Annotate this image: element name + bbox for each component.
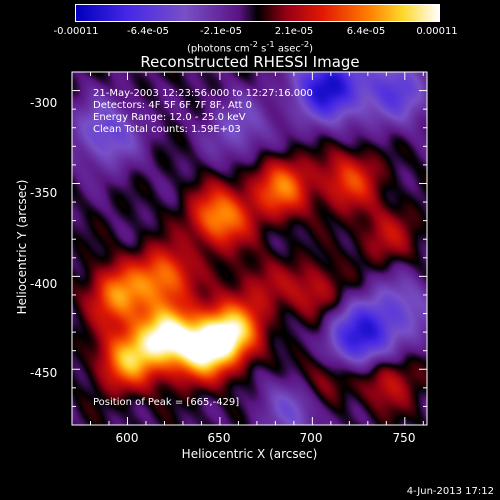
colorbar-tick: -6.4e-05 — [127, 26, 169, 37]
x-tick-label: 650 — [207, 431, 231, 445]
y-tick-label: -300 — [30, 96, 58, 110]
y-axis-label: Heliocentric Y (arcsec) — [15, 179, 29, 315]
peak-position-label: Position of Peak = [665,-429] — [93, 397, 240, 408]
colorbar-tick: 0.00011 — [416, 26, 458, 37]
colorbar-unit-label: (photons cm-2 s-1 asec-2) — [186, 39, 314, 55]
timestamp: 4-Jun-2013 17:12 — [406, 486, 494, 497]
x-tick-label: 750 — [392, 431, 416, 445]
chart-title: Reconstructed RHESSI Image — [140, 53, 360, 71]
plot-frame — [71, 71, 428, 426]
colorbar-tick: -2.1e-05 — [200, 26, 242, 37]
colorbar-tick: 6.4e-05 — [346, 26, 386, 37]
y-tick-label: -400 — [30, 277, 58, 291]
y-tick-label: -350 — [30, 186, 58, 200]
x-axis-label: Heliocentric X (arcsec) — [181, 447, 318, 461]
colorbar-tick: 2.1e-05 — [274, 26, 314, 37]
colorbar-tick: -0.00011 — [53, 26, 99, 37]
colorbar — [75, 4, 440, 22]
detectors-label: Detectors: 4F 5F 6F 7F 8F, Att 0 — [93, 100, 253, 111]
y-tick-label: -450 — [30, 366, 58, 380]
axis-ticks — [72, 71, 427, 426]
x-tick-label: 600 — [115, 431, 139, 445]
counts-label: Clean Total counts: 1.59E+03 — [93, 124, 241, 135]
x-tick-label: 700 — [299, 431, 323, 445]
heatmap-image — [72, 72, 427, 425]
energy-range-label: Energy Range: 12.0 - 25.0 keV — [93, 112, 246, 123]
time-range-label: 21-May-2003 12:23:56.000 to 12:27:16.000 — [93, 88, 313, 99]
